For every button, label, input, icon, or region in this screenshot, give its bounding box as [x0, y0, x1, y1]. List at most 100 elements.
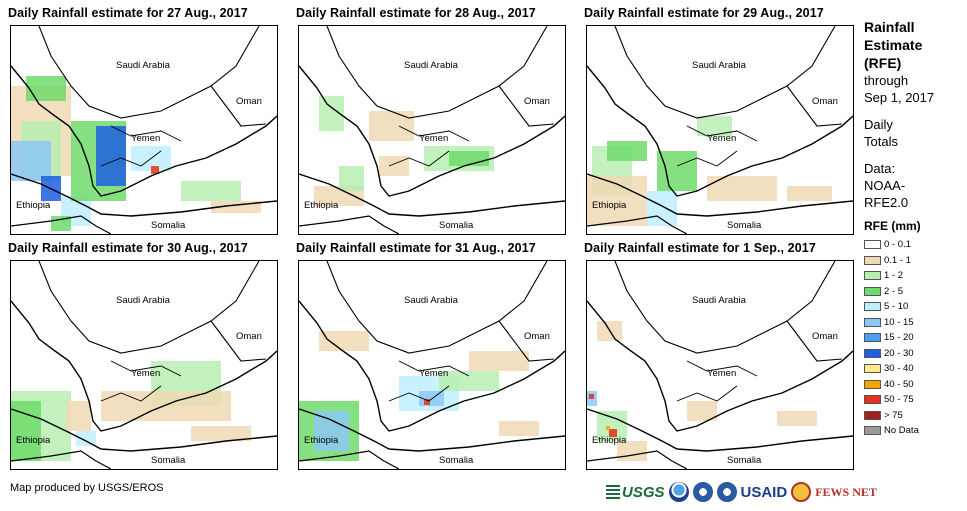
- rainfall-map: Saudi Arabia Oman Yemen Ethiopia Somalia: [11, 261, 277, 469]
- legend-through: through: [864, 73, 909, 88]
- rainfall-patch: [181, 181, 241, 201]
- map-label-saudi: Saudi Arabia: [404, 295, 459, 306]
- boundary-line: [110, 360, 182, 377]
- rainfall-patch: [319, 331, 369, 351]
- boundary-line: [587, 215, 688, 234]
- boundary-line: [11, 408, 277, 452]
- panel-title: Daily Rainfall estimate for 28 Aug., 201…: [296, 6, 536, 20]
- rainfall-patch: [787, 186, 832, 201]
- legend-swatch: [864, 333, 881, 343]
- map-label-somalia: Somalia: [151, 220, 186, 231]
- boundary-line: [210, 320, 267, 362]
- boundary-line: [326, 261, 548, 354]
- rainfall-patch: [339, 166, 364, 191]
- legend-item: 0 - 0.1: [864, 237, 964, 253]
- map-panel-1: Daily Rainfall estimate for 27 Aug., 201…: [8, 6, 290, 243]
- legend-item: 40 - 50: [864, 377, 964, 393]
- map-label-saudi: Saudi Arabia: [692, 60, 747, 71]
- boundary-line: [614, 26, 836, 119]
- boundary-line: [38, 261, 260, 354]
- rainfall-patch: [26, 76, 66, 101]
- map-label-oman: Oman: [236, 331, 262, 342]
- legend-date: Sep 1, 2017: [864, 90, 935, 105]
- legend-swatch: [864, 286, 881, 296]
- boundary-line: [110, 125, 182, 142]
- legend-title-line-2: Estimate: [864, 37, 923, 53]
- map-frame: Saudi Arabia Oman Yemen Ethiopia Somalia: [10, 260, 278, 470]
- legend-swatch: [864, 364, 881, 374]
- rainfall-patch: [66, 401, 91, 431]
- legend-source-2: RFE2.0: [864, 195, 909, 210]
- legend-item: 5 - 10: [864, 299, 964, 315]
- usgs-bars-icon: [606, 485, 620, 499]
- map-label-yemen: Yemen: [131, 368, 160, 379]
- map-panel-6: Daily Rainfall estimate for 1 Sep., 2017…: [584, 241, 866, 478]
- rainfall-patch: [607, 141, 647, 161]
- map-panel-3: Daily Rainfall estimate for 29 Aug., 201…: [584, 6, 866, 243]
- map-label-saudi: Saudi Arabia: [692, 295, 747, 306]
- rainfall-map: Saudi Arabia Oman Yemen Ethiopia Somalia: [299, 261, 565, 469]
- boundary-line: [676, 150, 738, 167]
- legend-label: 50 - 75: [884, 394, 914, 406]
- map-label-saudi: Saudi Arabia: [116, 60, 171, 71]
- boundary-line: [398, 125, 470, 142]
- boundary-line: [11, 173, 277, 217]
- panel-title: Daily Rainfall estimate for 27 Aug., 201…: [8, 6, 248, 20]
- legend-item: 15 - 20: [864, 330, 964, 346]
- boundary-line: [388, 150, 450, 167]
- rainfall-map: Saudi Arabia Oman Yemen Ethiopia Somalia: [587, 26, 853, 234]
- legend-rfe-heading: RFE (mm): [864, 219, 921, 233]
- rainfall-patch: [11, 141, 51, 181]
- boundary-line: [676, 385, 738, 402]
- map-label-oman: Oman: [812, 96, 838, 107]
- boundary-line: [210, 85, 267, 127]
- legend-title-line-1: Rainfall: [864, 19, 915, 35]
- boundary-line: [299, 408, 565, 452]
- rainfall-patch: [379, 156, 409, 176]
- map-label-yemen: Yemen: [707, 133, 736, 144]
- boundary-line: [686, 125, 758, 142]
- map-label-oman: Oman: [524, 331, 550, 342]
- rainfall-patch: [707, 176, 777, 201]
- legend-swatch: [864, 317, 881, 327]
- boundary-line: [299, 173, 565, 217]
- legend-swatch: [864, 348, 881, 358]
- rainfall-patch: [101, 391, 231, 421]
- legend-label: No Data: [884, 425, 919, 437]
- legend-item: 0.1 - 1: [864, 253, 964, 269]
- legend-swatch: [864, 302, 881, 312]
- legend-item: No Data: [864, 423, 964, 439]
- rainfall-patch: [469, 351, 529, 371]
- legend-daily: Daily: [864, 117, 893, 132]
- boundary-line: [587, 173, 853, 217]
- legend-swatch: [864, 255, 881, 265]
- rainfall-patch: [151, 166, 159, 174]
- legend-swatch: [864, 395, 881, 405]
- legend-label: 15 - 20: [884, 332, 914, 344]
- legend-label: 0.1 - 1: [884, 254, 911, 266]
- panel-title: Daily Rainfall estimate for 30 Aug., 201…: [8, 241, 248, 255]
- rainfall-map: Saudi Arabia Oman Yemen Ethiopia Somalia: [11, 26, 277, 234]
- rainfall-map: Saudi Arabia Oman Yemen Ethiopia Somalia: [299, 26, 565, 234]
- map-label-somalia: Somalia: [439, 220, 474, 231]
- interior-seal-icon: [692, 482, 713, 502]
- rainfall-patch: [647, 191, 677, 226]
- credit-text: Map produced by USGS/EROS: [10, 482, 164, 494]
- map-label-oman: Oman: [236, 96, 262, 107]
- legend-swatch: [864, 410, 881, 420]
- legend-source-1: NOAA-: [864, 178, 906, 193]
- rainfall-patch: [606, 426, 610, 430]
- map-panel-2: Daily Rainfall estimate for 28 Aug., 201…: [296, 6, 578, 243]
- map-label-saudi: Saudi Arabia: [404, 60, 459, 71]
- map-frame: Saudi Arabia Oman Yemen Ethiopia Somalia: [298, 25, 566, 235]
- legend-item: 20 - 30: [864, 346, 964, 362]
- map-label-yemen: Yemen: [131, 133, 160, 144]
- boundary-line: [388, 385, 450, 402]
- map-label-ethiopia: Ethiopia: [16, 435, 51, 446]
- rainfall-patch: [76, 431, 96, 446]
- map-label-oman: Oman: [812, 331, 838, 342]
- boundary-line: [11, 65, 277, 197]
- rainfall-patch: [96, 126, 126, 186]
- map-panel-5: Daily Rainfall estimate for 31 Aug., 201…: [296, 241, 578, 478]
- rainfall-patch: [449, 151, 489, 166]
